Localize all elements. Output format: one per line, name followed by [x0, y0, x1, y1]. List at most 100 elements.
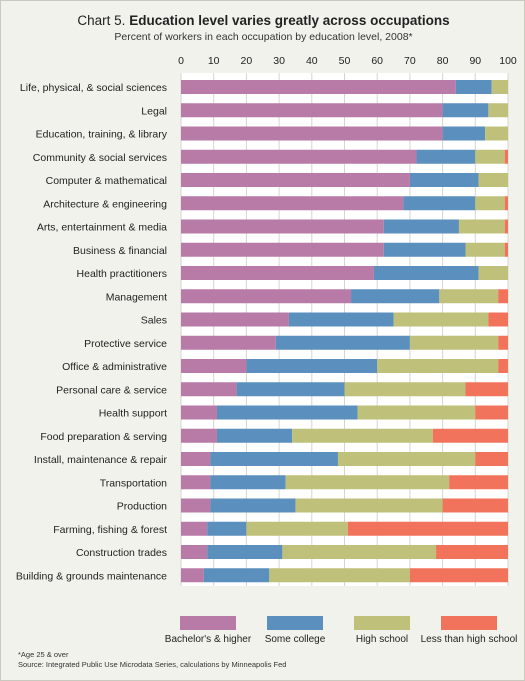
x-tick-label: 90 [469, 55, 481, 67]
bar-segment [357, 405, 476, 420]
bar-segment [216, 405, 358, 420]
chart-header: Chart 5. Education level varies greatly … [1, 13, 524, 43]
bar-segment [436, 545, 508, 559]
bar-segment [181, 498, 211, 513]
x-tick-label: 100 [499, 55, 517, 67]
category-label: Construction trades [76, 547, 167, 559]
bar-segment [465, 382, 508, 397]
bar-segment [442, 498, 508, 513]
bar-segment [491, 80, 508, 94]
chart-title: Chart 5. Education level varies greatly … [1, 13, 524, 28]
bar-segment [181, 103, 443, 118]
category-label: Arts, entertainment & media [37, 222, 167, 234]
x-tick-label: 20 [241, 55, 253, 67]
legend-label: Less than high school [421, 634, 518, 645]
bar-segment [442, 126, 486, 141]
x-tick-label: 40 [306, 55, 318, 67]
bar-segment [181, 405, 217, 420]
bar-segment [377, 359, 499, 373]
bar-segment [504, 149, 508, 164]
chart-subtitle: Percent of workers in each occupation by… [114, 31, 413, 43]
chart-number: Chart 5. [77, 13, 126, 28]
bar-segment [475, 149, 505, 164]
bar-segment [498, 335, 508, 350]
bar-segment [295, 498, 443, 513]
bar-segment [246, 521, 348, 536]
bar-segment [347, 521, 508, 536]
bar-segment [181, 196, 404, 211]
bar-segment [288, 312, 394, 327]
category-label: Install, maintenance & repair [34, 454, 168, 466]
bar-segment [181, 242, 384, 257]
bar-segment [236, 382, 345, 397]
bar-segment [504, 242, 508, 257]
legend-swatch [267, 616, 323, 630]
bar-segment [485, 126, 508, 141]
bar-segment [181, 382, 237, 397]
bar-segment [504, 219, 508, 234]
bar-segment [181, 475, 211, 490]
bar-segment [292, 428, 433, 443]
bar-segment [478, 266, 508, 280]
bar-segment [203, 568, 270, 583]
category-label: Community & social services [33, 152, 167, 164]
bar-segment [181, 126, 443, 141]
category-label: Farming, fishing & forest [53, 524, 167, 536]
category-label: Protective service [84, 338, 167, 350]
bar-segment [181, 289, 352, 304]
age-footnote: *Age 25 & over [18, 650, 69, 659]
bar-segment [409, 568, 508, 583]
bar-segment [207, 521, 247, 536]
x-tick-label: 70 [404, 55, 416, 67]
bar-segment [181, 568, 204, 583]
bar-segment [465, 242, 505, 257]
category-label: Sales [141, 315, 167, 327]
bar-segment [344, 382, 466, 397]
bar-segment [442, 103, 489, 118]
bar-segment [409, 335, 499, 350]
bar-segment [383, 242, 466, 257]
category-label: Business & financial [73, 245, 167, 257]
bar-segment [432, 428, 508, 443]
category-label: Health practitioners [77, 268, 167, 280]
category-label: Office & administrative [62, 361, 167, 373]
bar-segment [246, 359, 378, 373]
bar-segment [181, 428, 217, 443]
bar-segment [449, 475, 508, 490]
bar-segment [285, 475, 450, 490]
x-tick-label: 30 [273, 55, 285, 67]
bar-segment [210, 475, 286, 490]
category-label: Education, training, & library [36, 129, 168, 141]
bar-segment [181, 266, 374, 280]
chart-title-text: Education level varies greatly across oc… [129, 13, 450, 28]
bar-segment [458, 219, 505, 234]
bar-segment [439, 289, 499, 304]
footnotes: *Age 25 & over Source: Integrated Public… [18, 650, 286, 670]
x-tick-label: 10 [208, 55, 220, 67]
bar-segment [409, 173, 479, 187]
legend-swatch [441, 616, 497, 630]
bar-segment [181, 359, 247, 373]
bar-segment [269, 568, 410, 583]
bar-segment [216, 428, 293, 443]
category-label: Management [106, 291, 167, 303]
bar-segment [181, 312, 289, 327]
x-tick-label: 60 [371, 55, 383, 67]
category-label: Life, physical, & social sciences [20, 82, 167, 94]
bar-segment [475, 196, 505, 211]
x-tick-label: 0 [178, 55, 184, 67]
bar-segment [504, 196, 508, 211]
bar-segment [337, 452, 476, 466]
category-label: Health support [99, 408, 167, 420]
bar-segment [475, 452, 508, 466]
legend-label: Some college [265, 634, 326, 645]
bar-segment [475, 405, 508, 420]
bar-segment [275, 335, 410, 350]
bar-segment [373, 266, 479, 280]
bar-segment [498, 289, 508, 304]
bar-segment [383, 219, 459, 234]
bar-segment [488, 103, 508, 118]
bar-segment [393, 312, 489, 327]
bar-segment [207, 545, 283, 559]
